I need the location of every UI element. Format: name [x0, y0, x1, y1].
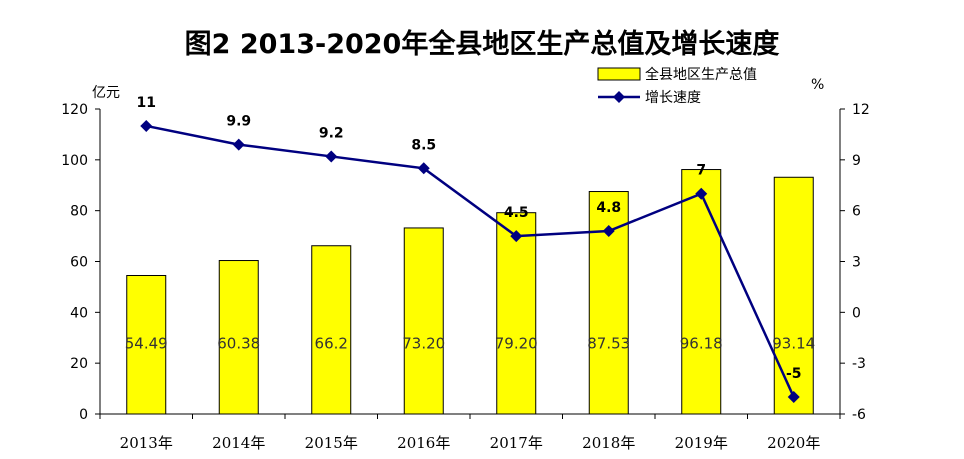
right-tick-label: 3 — [852, 255, 861, 271]
line-labels: 11 9.9 9.2 8.5 4.5 4.8 7 -5 — [137, 95, 802, 382]
line-data-label: 4.5 — [504, 205, 529, 221]
line-data-label: 7 — [696, 163, 706, 179]
left-tick-label: 100 — [61, 153, 88, 169]
line-point — [417, 162, 430, 175]
bar — [311, 245, 352, 415]
bar — [403, 227, 444, 415]
line-point — [695, 187, 708, 200]
x-tick-label: 2019年 — [675, 434, 728, 452]
right-axis-unit: % — [811, 77, 824, 93]
line-data-label: 9.9 — [226, 114, 251, 130]
line-point — [602, 225, 615, 237]
bar-data-label: 87.53 — [587, 334, 630, 352]
x-tick-label: 2015年 — [305, 434, 358, 452]
chart-title: 图2 2013-2020年全县地区生产总值及增长速度 — [184, 29, 780, 60]
x-tick-label: 2014年 — [212, 434, 265, 452]
bar-data-label: 93.14 — [772, 334, 815, 352]
line-data-label: 11 — [137, 95, 156, 111]
bar-data-label: 54.49 — [125, 334, 168, 352]
line-point — [510, 230, 523, 243]
right-tick-label: 0 — [852, 305, 861, 321]
right-tick-label: 6 — [852, 204, 861, 220]
bar-data-label: 66.2 — [315, 334, 348, 352]
line-data-label: 4.8 — [596, 200, 621, 216]
x-tick-label: 2016年 — [397, 434, 450, 452]
x-tick-label: 2020年 — [767, 434, 820, 452]
bar-labels: 54.49 60.38 66.2 73.20 79.20 87.53 96.18 93.14 — [125, 334, 815, 352]
bar — [773, 176, 814, 415]
right-tick-label: 9 — [852, 153, 861, 169]
line-data-label: 9.2 — [319, 125, 344, 141]
bar — [218, 260, 259, 415]
left-tick-label: 40 — [70, 305, 88, 321]
left-tick-label: 120 — [61, 102, 88, 118]
line-data-label: 8.5 — [411, 137, 436, 153]
x-tick-label: 2018年 — [582, 434, 635, 452]
right-tick-label: -3 — [852, 356, 866, 372]
bar — [681, 169, 722, 415]
left-tick-label: 20 — [70, 356, 88, 372]
left-tick-label: 0 — [79, 407, 88, 423]
line-series — [140, 119, 800, 404]
bar — [496, 212, 537, 415]
legend-line-marker — [613, 91, 625, 103]
bar-data-label: 79.20 — [495, 334, 538, 352]
line-data-label: -5 — [786, 366, 802, 382]
bar-data-label: 60.38 — [217, 334, 260, 352]
bar-data-label: 73.20 — [402, 334, 445, 352]
growth-line — [146, 124, 795, 398]
line-point — [140, 119, 153, 132]
line-point — [232, 138, 245, 151]
line-point — [787, 391, 800, 404]
legend-line-label: 增长速度 — [645, 90, 701, 106]
left-tick-label: 80 — [70, 204, 88, 220]
right-tick-label: -6 — [852, 407, 866, 423]
bar — [126, 275, 167, 415]
line-point — [325, 150, 338, 163]
right-tick-label: 12 — [852, 102, 870, 118]
bar-data-label: 96.18 — [680, 334, 723, 352]
legend-bar-swatch — [597, 67, 641, 81]
left-tick-label: 60 — [70, 255, 88, 271]
x-tick-label: 2013年 — [120, 434, 173, 452]
left-axis-unit: 亿元 — [92, 85, 120, 101]
legend-bar-label: 全县地区生产总值 — [645, 66, 757, 83]
x-tick-label: 2017年 — [490, 434, 543, 452]
bar-series — [126, 169, 814, 415]
